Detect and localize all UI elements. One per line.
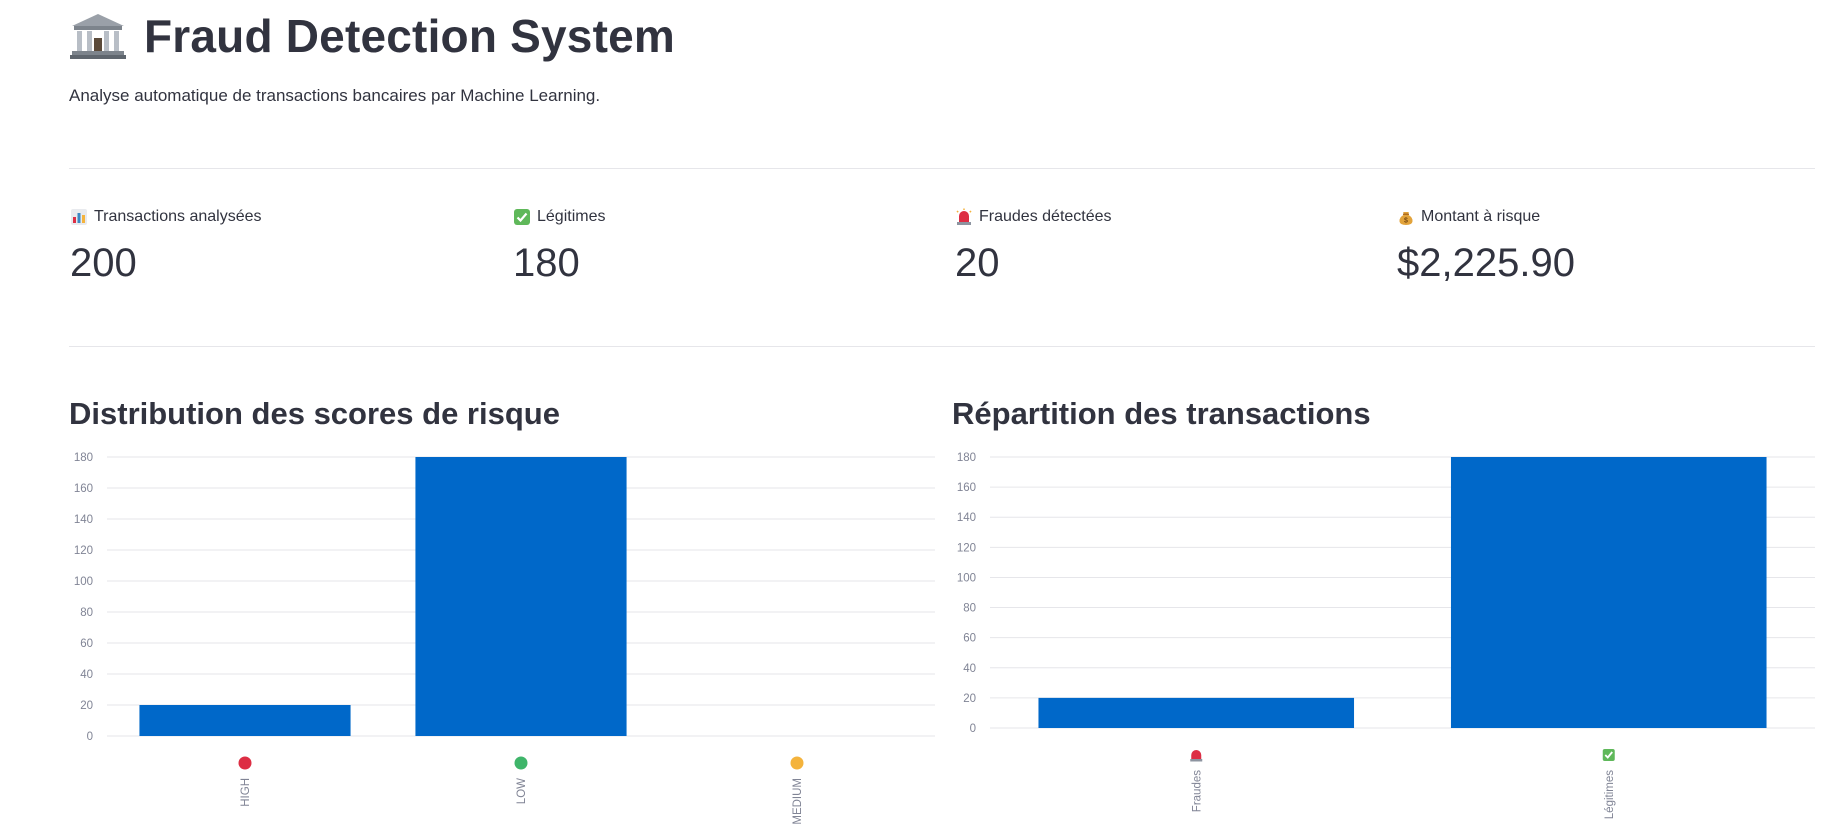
- red-circle-icon: [238, 756, 252, 770]
- y-tick-label: 120: [74, 545, 93, 557]
- x-tick-label: MEDIUM: [792, 778, 804, 825]
- y-tick-label: 100: [957, 572, 976, 584]
- top-divider: [69, 168, 1815, 169]
- y-tick-label: 60: [963, 633, 976, 645]
- siren-icon: [1190, 750, 1203, 762]
- metric-value: 200: [70, 241, 137, 285]
- bar-fraudes[interactable]: [1038, 697, 1355, 728]
- y-tick-label: 40: [80, 669, 93, 681]
- metric-label: Fraudes détectées: [979, 208, 1112, 225]
- y-tick-label: 180: [957, 452, 976, 464]
- metric-label: Transactions analysées: [94, 208, 262, 225]
- bank-icon: [70, 14, 126, 59]
- risk-score-chart[interactable]: 0 20 40 60 80 100 120 140 160 180 HIGH LOW MEDIUM: [69, 450, 935, 836]
- mid-divider: [69, 346, 1815, 347]
- y-tick-label: 140: [74, 514, 93, 526]
- siren-icon: [956, 208, 972, 225]
- yellow-circle-icon: [790, 756, 804, 770]
- page-title: Fraud Detection System: [144, 10, 675, 62]
- x-tick-label: LOW: [516, 778, 528, 804]
- money-bag-icon: $: [1399, 212, 1413, 225]
- metric-legitimate: Légitimes 180: [513, 205, 605, 286]
- chart-title: Distribution des scores de risque: [69, 396, 560, 431]
- metric-amount-at-risk: $ Montant à risque $2,225.90: [1397, 205, 1575, 286]
- green-circle-icon: [514, 756, 528, 770]
- y-tick-label: 120: [957, 542, 976, 554]
- y-tick-label: 160: [74, 483, 93, 495]
- metric-label: Montant à risque: [1421, 208, 1541, 225]
- y-tick-label: 20: [963, 693, 976, 705]
- y-tick-label: 180: [74, 452, 93, 464]
- chart-title: Répartition des transactions: [952, 396, 1371, 431]
- x-tick-label: Légitimes: [1604, 770, 1616, 819]
- y-tick-label: 160: [957, 482, 976, 494]
- page-header: Fraud Detection System: [70, 6, 675, 66]
- bar-légitimes[interactable]: [1450, 457, 1767, 728]
- bar-high[interactable]: [139, 705, 351, 736]
- bar-low[interactable]: [415, 457, 627, 736]
- metric-label: Légitimes: [537, 208, 606, 225]
- check-mark-icon: [514, 209, 530, 225]
- y-tick-label: 100: [74, 576, 93, 588]
- x-tick-label: Fraudes: [1191, 770, 1203, 812]
- y-tick-label: 20: [80, 700, 93, 712]
- svg-text:$: $: [1404, 218, 1408, 225]
- y-tick-label: 0: [87, 731, 93, 743]
- x-tick-label: HIGH: [240, 778, 252, 807]
- metric-value: 180: [513, 241, 580, 285]
- bar-chart-icon: [71, 209, 87, 225]
- y-tick-label: 40: [963, 663, 976, 675]
- y-tick-label: 80: [80, 607, 93, 619]
- y-tick-label: 60: [80, 638, 93, 650]
- metric-value: 20: [955, 241, 1000, 285]
- metric-value: $2,225.90: [1397, 241, 1575, 285]
- transactions-split-chart[interactable]: 0 20 40 60 80 100 120 140 160 180 Fraudes Légitimes: [952, 450, 1815, 836]
- y-tick-label: 80: [963, 603, 976, 615]
- y-tick-label: 0: [970, 723, 976, 735]
- page-subtitle: Analyse automatique de transactions banc…: [69, 86, 601, 105]
- y-tick-label: 140: [957, 512, 976, 524]
- metric-frauds: Fraudes détectées 20: [955, 205, 1112, 286]
- check-mark-icon: [1602, 749, 1615, 761]
- metric-transactions: Transactions analysées 200: [70, 205, 262, 286]
